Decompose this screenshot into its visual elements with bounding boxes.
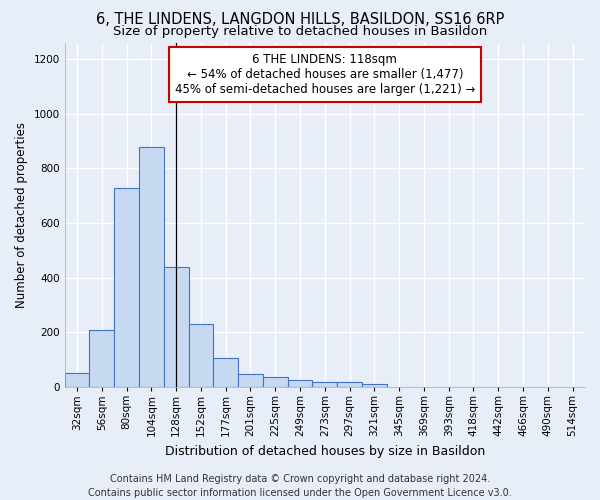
Bar — [337, 382, 362, 387]
Text: 6, THE LINDENS, LANGDON HILLS, BASILDON, SS16 6RP: 6, THE LINDENS, LANGDON HILLS, BASILDON,… — [96, 12, 504, 28]
Y-axis label: Number of detached properties: Number of detached properties — [15, 122, 28, 308]
Bar — [139, 147, 164, 387]
Bar — [362, 384, 387, 387]
Text: Size of property relative to detached houses in Basildon: Size of property relative to detached ho… — [113, 25, 487, 38]
X-axis label: Distribution of detached houses by size in Basildon: Distribution of detached houses by size … — [165, 444, 485, 458]
Bar — [214, 358, 238, 387]
Bar — [238, 374, 263, 387]
Bar — [287, 380, 313, 387]
Bar — [89, 330, 114, 387]
Text: 6 THE LINDENS: 118sqm
← 54% of detached houses are smaller (1,477)
45% of semi-d: 6 THE LINDENS: 118sqm ← 54% of detached … — [175, 53, 475, 96]
Text: Contains HM Land Registry data © Crown copyright and database right 2024.
Contai: Contains HM Land Registry data © Crown c… — [88, 474, 512, 498]
Bar — [65, 373, 89, 387]
Bar — [313, 382, 337, 387]
Bar — [164, 268, 188, 387]
Bar — [114, 188, 139, 387]
Bar — [263, 376, 287, 387]
Bar — [188, 324, 214, 387]
